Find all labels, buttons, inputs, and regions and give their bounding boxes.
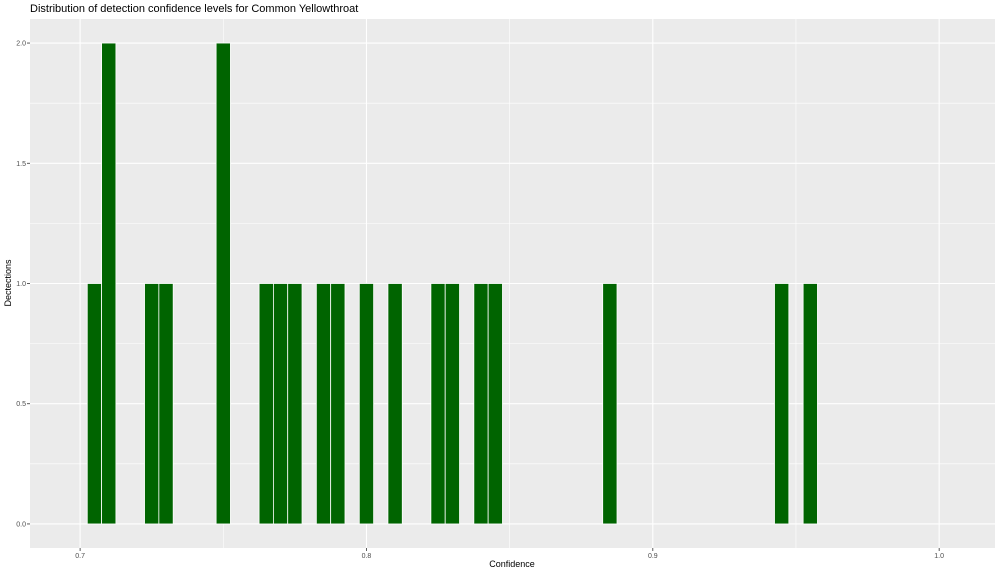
y-tick-label: 0.5 — [16, 401, 26, 408]
y-tick-label: 0.0 — [16, 521, 26, 528]
x-tick-label: 1.0 — [934, 553, 944, 560]
histogram-bar — [315, 283, 332, 525]
histogram-bar — [387, 283, 403, 525]
y-tick-label: 2.0 — [16, 41, 26, 48]
histogram-bar — [287, 283, 303, 525]
x-tick-label: 0.9 — [648, 553, 658, 560]
x-tick-label: 0.8 — [362, 553, 372, 560]
histogram-bar — [774, 283, 790, 525]
y-axis-title: Dectections — [3, 259, 13, 307]
histogram-bar — [473, 283, 489, 525]
histogram-bar — [487, 283, 503, 525]
grid-major-lines — [30, 19, 995, 548]
histogram-bar — [258, 283, 274, 525]
y-axis: 0.0 0.5 1.0 1.5 2.0 — [16, 41, 30, 528]
histogram-bar — [215, 42, 231, 525]
histogram-bar — [101, 42, 117, 525]
y-tick-label: 1.0 — [16, 281, 26, 288]
histogram-bar — [144, 283, 160, 525]
x-axis: 0.7 0.8 0.9 1.0 — [75, 548, 944, 560]
histogram-bar — [802, 283, 818, 525]
bars-group — [86, 42, 818, 525]
histogram-bar — [602, 283, 618, 525]
x-axis-title: Confidence — [489, 559, 535, 569]
histogram-bar — [444, 283, 460, 525]
histogram-bar — [358, 283, 375, 525]
histogram-bar — [330, 283, 346, 525]
histogram-bar — [158, 283, 174, 525]
histogram-bar — [86, 283, 102, 525]
histogram-bar — [272, 283, 289, 525]
chart-title: Distribution of detection confidence lev… — [30, 3, 358, 15]
x-tick-label: 0.7 — [75, 553, 85, 560]
histogram-bar — [430, 283, 446, 525]
y-tick-label: 1.5 — [16, 161, 26, 168]
